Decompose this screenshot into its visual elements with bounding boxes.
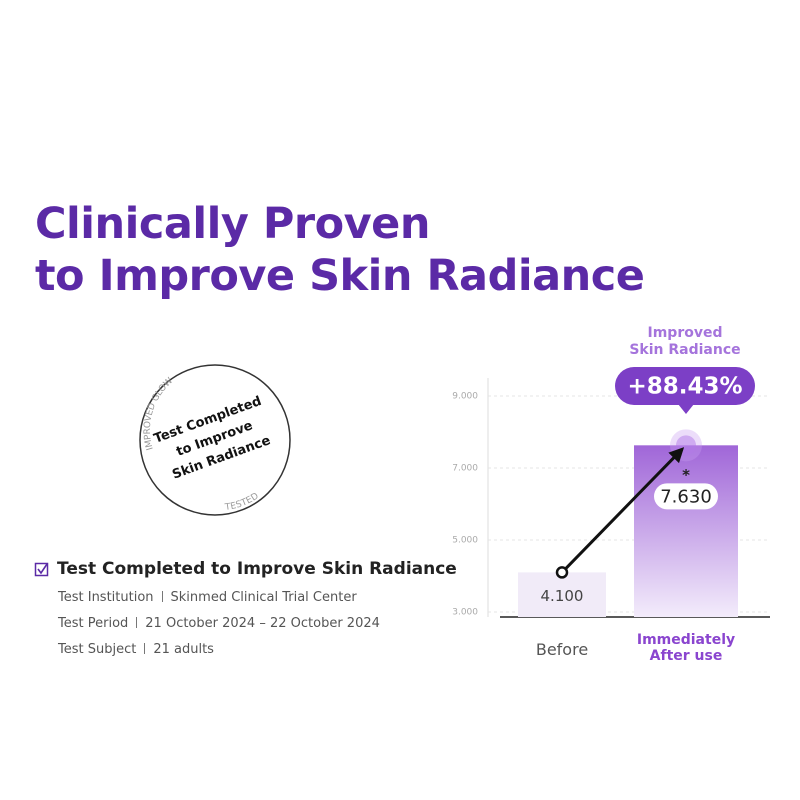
trend-arrow	[560, 447, 685, 574]
change-label: +88.43%	[627, 374, 742, 400]
detail-value: 21 October 2024 – 22 October 2024	[145, 616, 380, 631]
detail-label: Test Period	[58, 616, 129, 631]
detail-value: 21 adults	[153, 642, 214, 657]
title-line: Clinically Proven	[35, 199, 430, 249]
y-tick-label: 5.000	[452, 536, 478, 546]
trend-start	[555, 566, 569, 579]
y-tick-label: 9.000	[452, 392, 478, 402]
value-marker: *	[682, 466, 690, 484]
x-tick-label: Immediately After use	[636, 632, 736, 664]
y-tick-label: 3.000	[452, 608, 478, 618]
detail-label: Test Subject	[58, 642, 137, 657]
stamp: IMPROVED GLOW TESTED Test Completed to I…	[139, 364, 291, 516]
bar	[634, 445, 738, 617]
detail-value: Skinmed Clinical Trial Center	[170, 590, 357, 605]
title-line: to Improve Skin Radiance	[35, 251, 645, 301]
detail-row: Test Institution Skinmed Clinical Trial C…	[58, 590, 357, 605]
x-tick-label: Before	[535, 640, 589, 659]
change-pill	[615, 367, 755, 405]
stamp-ring	[139, 364, 291, 516]
detail-row: Test Period 21 October 2024 – 22 October …	[58, 616, 380, 631]
detail-row: Test Subject 21 adults	[58, 642, 214, 657]
change-pointer	[678, 404, 694, 414]
annotation-text: Skin Radiance	[629, 342, 740, 358]
value-label: 4.100	[541, 587, 584, 605]
check-icon	[34, 562, 49, 577]
y-tick-label: 7.000	[452, 464, 478, 474]
details-heading: Test Completed to Improve Skin Radiance	[57, 559, 457, 579]
value-label: 7.630	[660, 486, 712, 507]
value-pill	[654, 483, 718, 510]
annotation-text: Improved	[648, 325, 723, 341]
detail-label: Test Institution	[58, 590, 154, 605]
bar	[518, 572, 606, 617]
